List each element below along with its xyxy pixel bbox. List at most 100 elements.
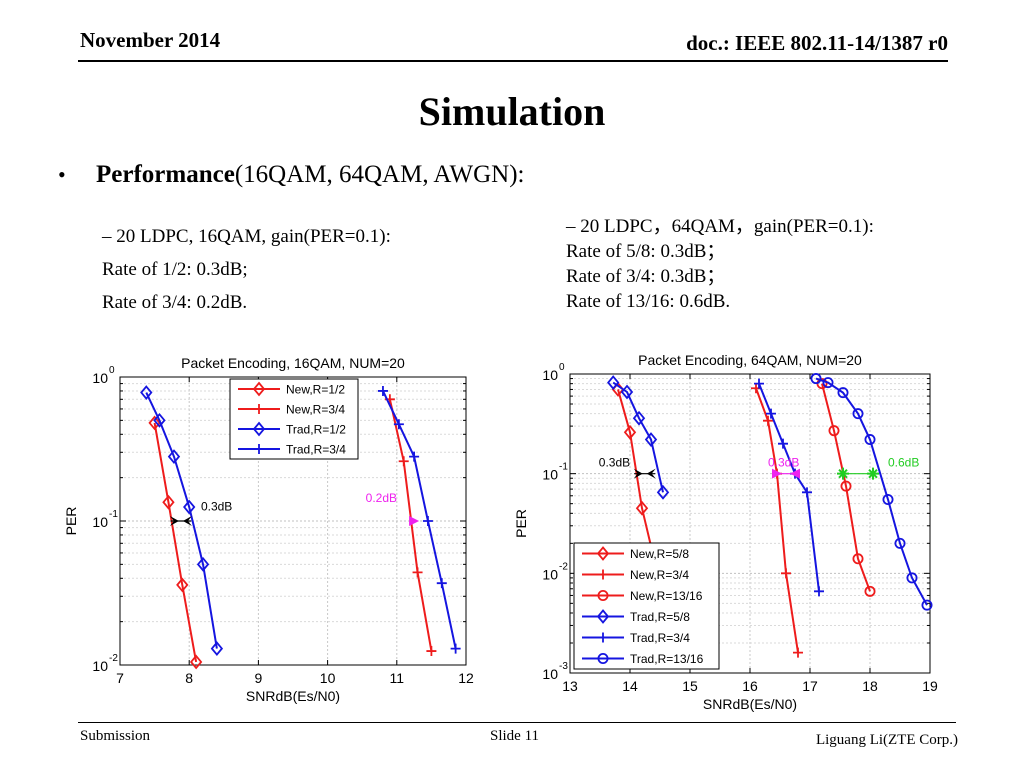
legend-item: New,R=3/4 [238,403,345,417]
data-point [754,378,764,389]
header-doc-id: doc.: IEEE 802.11-14/1387 r0 [686,31,948,55]
x-tick-label: 15 [682,678,698,694]
y-tick-exponent: -1 [109,509,118,520]
annotation-arrowhead [182,516,192,526]
y-tick-label: 10 [92,514,108,530]
y-tick-exponent: -1 [559,462,568,473]
legend-marker [597,589,609,601]
legend-label: New,R=5/8 [630,547,689,561]
data-point [210,641,224,656]
legend-item: New,R=13/16 [582,589,703,603]
data-point [766,408,776,419]
data-point [412,567,423,578]
series-new-r-13-16 [816,378,876,597]
series-line [612,381,664,493]
data-point [148,415,161,431]
annotation-label: 0.3dB [599,456,630,470]
data-point [167,449,181,465]
x-tick-label: 14 [622,678,638,694]
legend-item: Trad,R=3/4 [238,443,346,457]
data-point [802,487,812,498]
x-tick-label: 16 [742,678,758,694]
y-axis-label: PER [63,507,79,536]
y-tick-label: 10 [92,370,108,386]
gain-annotation: 0.6dB [837,456,919,480]
legend-label: New,R=1/2 [286,383,345,397]
series-trad-r-5-8 [607,375,670,500]
chart-title: Packet Encoding, 16QAM, NUM=20 [181,355,405,371]
annotation-label: 0.2dB [366,491,397,505]
x-axis-label: SNRdB(Es/N0) [703,696,797,712]
series-trad-r-3-4 [754,378,824,597]
header-rule [78,60,948,62]
chart-title: Packet Encoding, 64QAM, NUM=20 [638,352,862,368]
data-point [852,553,864,565]
data-point [409,451,420,462]
legend-marker [254,444,264,454]
footer-slide-number: Slide 11 [490,728,540,744]
data-point [864,585,876,597]
data-point [852,408,864,420]
y-tick-label: 10 [542,367,558,383]
data-point [894,537,906,549]
data-point [822,377,834,389]
x-tick-label: 19 [922,678,938,694]
header-date: November 2014 [80,28,221,52]
data-point [810,373,822,385]
gain-annotation: 0.3dB [768,456,800,479]
legend-box [229,378,359,460]
bullet-rest: (16QAM, 64QAM, AWGN): [234,161,525,188]
series-line [758,383,820,592]
x-tick-label: 7 [116,670,124,686]
legend-label: New,R=3/4 [286,403,345,417]
data-point [398,456,409,467]
right-text-line: Rate of 3/4: 0.3dB； [566,266,726,287]
legend-label: Trad,R=5/8 [630,610,690,624]
annotation-label: 0.3dB [768,456,799,470]
legend-item: Trad,R=13/16 [582,652,704,666]
legend-marker [596,546,610,561]
series-line [153,422,198,663]
data-point [837,387,849,399]
slide-title: Simulation [418,89,606,134]
annotation-label: 0.6dB [888,456,919,470]
y-tick-exponent: -2 [109,653,118,664]
x-tick-label: 17 [802,678,818,694]
data-point [196,556,210,572]
legend-marker [598,632,608,643]
legend-marker [598,569,608,580]
data-point [632,410,646,426]
footer-author: Liguang Li(ZTE Corp.) [815,732,958,748]
data-point [426,646,437,657]
annotation-arrowhead [169,516,179,526]
annotation-label: 0.3dB [201,500,232,514]
series-new-r-1-2 [148,415,203,670]
left-text-line: Rate of 3/4: 0.2dB. [102,292,248,313]
legend-label: Trad,R=13/16 [630,652,704,666]
footer-submission: Submission [80,728,151,744]
legend-item: New,R=1/2 [238,381,345,397]
data-point [377,385,388,396]
y-axis-label: PER [513,509,529,538]
data-point [607,375,620,390]
x-axis-label: SNRdB(Es/N0) [246,688,340,704]
data-point [162,494,175,510]
right-text-line: – 20 LDPC，64QAM，gain(PER=0.1): [566,216,874,237]
data-point [864,434,876,446]
left-text-line: – 20 LDPC, 16QAM, gain(PER=0.1): [102,226,391,247]
legend-marker [597,652,609,664]
x-tick-label: 8 [185,670,193,686]
legend: New,R=5/8 New,R=3/4 New,R=13/16 Trad,R=5/8 T… [573,542,720,670]
data-point [183,499,196,515]
x-tick-label: 11 [390,670,405,686]
legend-label: Trad,R=3/4 [286,443,346,457]
legend-item: Trad,R=3/4 [582,631,690,645]
x-tick-label: 18 [862,678,878,694]
data-point [422,516,433,526]
y-tick-label: 10 [92,658,108,674]
bullet-performance: Performance(16QAM, 64QAM, AWGN): [96,161,524,189]
series-line [821,383,871,592]
series-line [815,377,928,606]
